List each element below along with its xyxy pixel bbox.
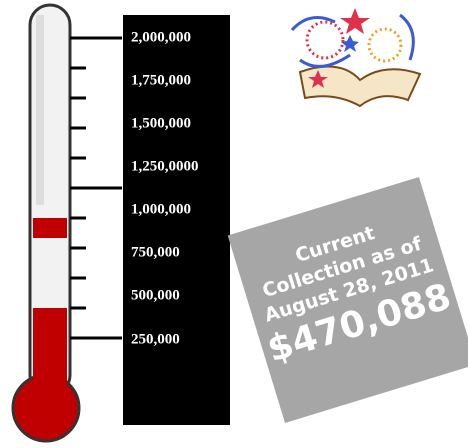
scale-label: 2,000,000 — [131, 29, 191, 45]
scale-label: 1,000,000 — [131, 201, 191, 217]
ticks — [70, 38, 122, 338]
callout: Current Collection as of August 28, 2011… — [228, 177, 468, 423]
fireworks-icon — [292, 8, 420, 106]
scale-label: 750,000 — [131, 244, 180, 260]
thermometer-graphic: 2,000,000 1,750,000 1,500,000 1,250,0000 1,0… — [0, 0, 468, 448]
scale-label: 500,000 — [131, 287, 180, 303]
scale-label: 1,500,000 — [131, 115, 191, 131]
page: {"scale": {"labels": ["2,000,000", "1,75… — [0, 0, 468, 448]
fill-lower — [33, 308, 67, 403]
fill-upper — [33, 218, 67, 238]
thermometer — [13, 5, 79, 441]
tube-shine — [36, 15, 44, 205]
scale-label: 250,000 — [131, 331, 180, 347]
scale-label: 1,750,000 — [131, 72, 191, 88]
scale-label: 1,250,0000 — [131, 158, 199, 174]
